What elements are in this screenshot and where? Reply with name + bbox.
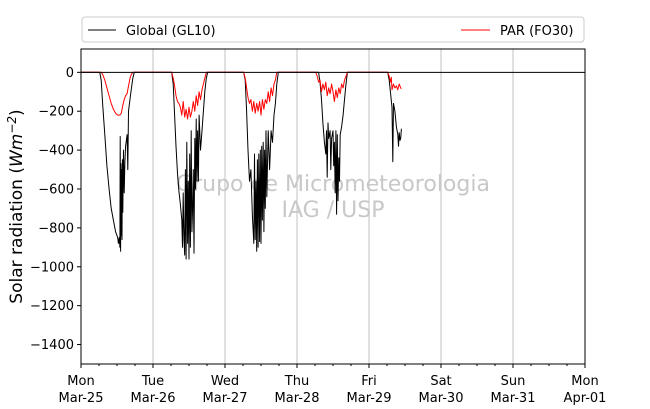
watermark: Grupo de Micrometeorologia IAG / USP (176, 172, 490, 223)
grid-lines (152, 49, 514, 364)
legend-label-1: PAR (FO30) (500, 24, 573, 39)
x-tick-label-day: Mon (571, 374, 598, 389)
x-tick-label-day: Thu (284, 374, 309, 389)
x-tick-label-date: Mar-29 (347, 391, 392, 406)
y-tick-label: −800 (38, 221, 74, 236)
series-lines (81, 71, 402, 260)
x-tick-label-date: Mar-26 (131, 391, 176, 406)
legend-box (81, 16, 585, 43)
x-tick-label-day: Wed (211, 374, 239, 389)
x-tick-label-date: Mar-25 (59, 391, 104, 406)
x-tick-label-date: Mar-30 (419, 391, 464, 406)
y-tick-label: −1000 (30, 260, 74, 275)
y-axis-label: Solar radiation (Wm−2) (5, 109, 27, 303)
y-tick-label: −600 (38, 183, 74, 198)
series-line-1 (81, 71, 402, 120)
x-axis: Mon Mar-25 Tue Mar-26 Wed Mar-27 Thu Mar-28 Fri M… (59, 364, 607, 406)
legend-label-0: Global (GL10) (126, 24, 216, 39)
y-tick-label: −1400 (30, 338, 74, 353)
series-line-0 (81, 71, 402, 260)
x-tick-label-day: Sun (501, 374, 526, 389)
x-tick-label-day: Fri (361, 374, 377, 389)
legend: Global (GL10) PAR (FO30) (81, 16, 585, 43)
x-tick-label-day: Mon (67, 374, 94, 389)
y-axis: 0 −200 −400 −600 −800 −1000 −1200 −1400 (30, 66, 81, 353)
x-tick-label-day: Sat (430, 374, 451, 389)
y-tick-label: −400 (38, 144, 74, 159)
y-tick-label: −1200 (30, 299, 74, 314)
x-tick-label-day: Tue (141, 374, 164, 389)
x-tick-label-date: Mar-27 (203, 391, 248, 406)
x-tick-label-date: Apr-01 (564, 391, 607, 406)
y-tick-label: 0 (66, 66, 74, 81)
y-tick-label: −200 (38, 105, 74, 120)
x-tick-label-date: Mar-31 (491, 391, 536, 406)
watermark-line-2: IAG / USP (282, 198, 385, 223)
watermark-line-1: Grupo de Micrometeorologia (176, 172, 490, 197)
x-tick-label-date: Mar-28 (275, 391, 320, 406)
